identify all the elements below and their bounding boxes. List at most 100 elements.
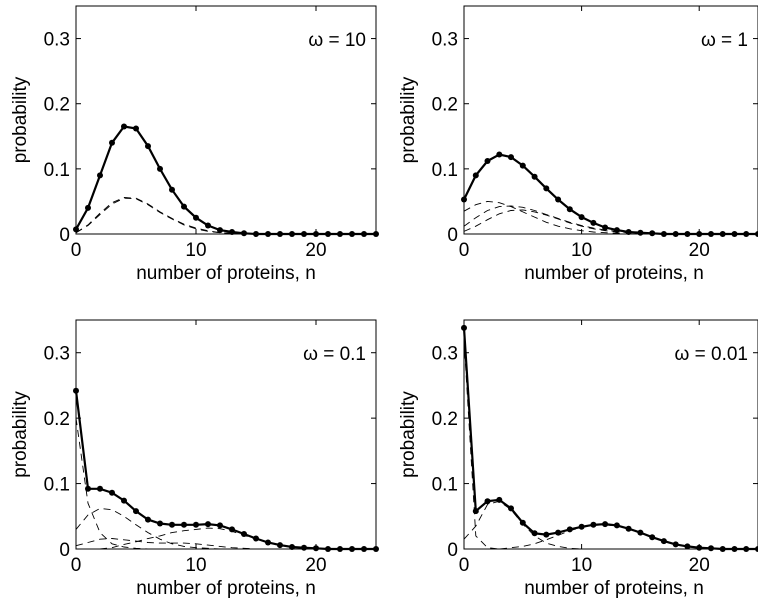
panel-3: 0 10 20 0 0.1 0.2 0.3 number of proteins, n prob… [10, 319, 379, 599]
y-axis-label: probability [398, 391, 419, 478]
data-point [349, 546, 355, 552]
data-point [508, 154, 514, 161]
data-point [649, 534, 656, 541]
data-point [121, 123, 127, 130]
panel-1: 0 10 20 0 0.1 0.2 0.3 number of proteins, n prob… [10, 5, 379, 284]
data-point [265, 231, 271, 237]
data-point [543, 531, 550, 538]
data-point [277, 231, 283, 237]
data-point [373, 546, 379, 552]
series-line-total [75, 125, 376, 236]
data-point [325, 231, 331, 237]
data-point [708, 231, 714, 237]
y-tick-label: 0.3 [432, 30, 458, 51]
data-point [684, 231, 691, 237]
data-point [472, 508, 479, 515]
y-tick-label: 0.2 [44, 95, 70, 116]
series-line-dashed [75, 538, 376, 550]
series-line-dashed [75, 197, 376, 235]
x-tick-label: 10 [185, 240, 206, 261]
data-point [519, 162, 526, 169]
data-point [121, 497, 127, 504]
data-point [755, 231, 758, 237]
data-point [637, 229, 644, 236]
panel-2: 0 10 20 0 0.1 0.2 0.3 number of proteins, n prob… [398, 5, 758, 284]
data-point [731, 231, 738, 237]
data-point [660, 538, 667, 545]
data-point [337, 546, 343, 552]
data-point [660, 231, 667, 237]
data-point [337, 231, 343, 237]
x-tick-label: 10 [185, 555, 206, 576]
data-point [85, 204, 91, 211]
data-point [193, 214, 199, 221]
data-point [145, 143, 151, 150]
data-point [313, 545, 319, 552]
y-tick-label: 0.3 [44, 30, 70, 51]
data-point [73, 387, 79, 394]
data-point [253, 231, 259, 237]
data-point [496, 496, 503, 503]
data-point [181, 521, 187, 528]
data-point [696, 231, 703, 237]
data-point [361, 231, 367, 237]
data-point [241, 531, 247, 537]
data-point [555, 196, 562, 203]
x-axis-label: number of proteins, n [136, 263, 316, 284]
data-point [133, 508, 139, 515]
data-point [531, 530, 538, 537]
omega-annotation: ω = 0.1 [303, 344, 366, 365]
y-tick-label: 0.1 [432, 160, 458, 181]
data-point [229, 229, 235, 235]
data-point [472, 172, 479, 179]
data-point [496, 151, 503, 158]
data-point [289, 231, 295, 237]
x-axis-label: number of proteins, n [524, 578, 704, 599]
series-line-dashed [75, 507, 376, 550]
x-axis-label: number of proteins, n [136, 578, 316, 599]
data-point [743, 231, 750, 237]
data-point [508, 505, 514, 512]
y-axis-label: probability [398, 76, 419, 163]
data-point [578, 214, 585, 221]
data-point [157, 165, 163, 172]
data-point [253, 535, 259, 542]
x-tick-label: 20 [689, 555, 710, 576]
data-point [531, 173, 538, 180]
data-point [169, 186, 175, 193]
y-tick-label: 0.3 [432, 344, 458, 365]
y-tick-label: 0.2 [44, 409, 70, 430]
data-point [719, 231, 726, 237]
data-point [696, 544, 703, 551]
data-point [484, 158, 491, 164]
panel-4: 0 10 20 0 0.1 0.2 0.3 number of proteins, n prob… [398, 319, 758, 599]
y-tick-label: 0.2 [432, 95, 458, 116]
series-line-dashed [464, 524, 758, 550]
x-tick-label: 10 [571, 240, 592, 261]
data-point [484, 498, 491, 505]
data-point [361, 546, 367, 552]
omega-annotation: ω = 0.01 [675, 344, 748, 365]
data-point [205, 521, 211, 528]
data-point [313, 231, 319, 237]
x-tick-label: 0 [71, 240, 82, 261]
data-point [719, 546, 726, 552]
data-point [625, 229, 632, 235]
data-point [672, 231, 679, 237]
data-point [708, 545, 714, 552]
data-point [373, 231, 379, 237]
data-point [85, 485, 91, 492]
x-tick-label: 0 [71, 555, 82, 576]
data-point [217, 227, 223, 234]
data-point [543, 185, 550, 192]
data-point [109, 139, 115, 146]
y-axis-label: probability [10, 391, 31, 478]
series-line-total [463, 153, 758, 236]
series-line-dashed [76, 527, 376, 550]
data-point [637, 529, 644, 536]
x-tick-label: 0 [459, 240, 470, 261]
y-tick-label: 0.1 [44, 160, 70, 181]
data-point [625, 525, 632, 532]
data-point [181, 203, 187, 210]
axes-frame [75, 5, 377, 235]
